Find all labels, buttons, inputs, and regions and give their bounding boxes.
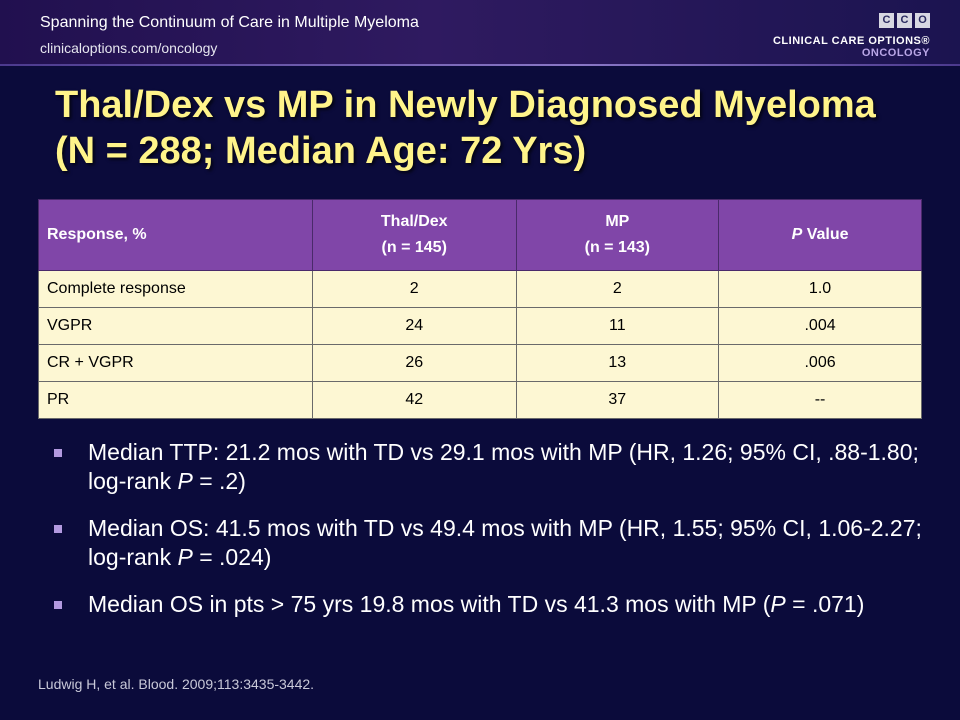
logo-name: CLINICAL CARE OPTIONS® — [772, 35, 930, 47]
bullet-item: Median OS: 41.5 mos with TD vs 49.4 mos … — [52, 514, 922, 572]
header-sublabel: (n = 143) — [584, 239, 650, 256]
header-label-italic: P — [791, 226, 803, 243]
table-cell: .006 — [718, 344, 922, 382]
bullet-text-italic: P — [770, 591, 786, 617]
bullet-text: Median OS: 41.5 mos with TD vs 49.4 mos … — [88, 515, 922, 570]
logo-letter: O — [915, 13, 930, 28]
table-cell: -- — [718, 381, 922, 419]
table-cell: 11 — [515, 307, 720, 345]
logo-mark: C C O — [879, 13, 930, 28]
bullet-text: = .024) — [192, 544, 272, 570]
square-bullet-icon — [54, 601, 62, 609]
logo-letter: C — [879, 13, 894, 28]
header-label: Response, % — [47, 226, 147, 243]
response-table: Response, % Thal/Dex (n = 145) MP (n = 143… — [38, 199, 922, 419]
header-label: MP — [605, 213, 630, 230]
table-cell: PR — [38, 381, 313, 419]
header-band — [0, 0, 960, 66]
square-bullet-icon — [54, 449, 62, 457]
bullet-list: Median TTP: 21.2 mos with TD vs 29.1 mos… — [52, 438, 922, 637]
table-row: VGPR 24 11 .004 — [38, 307, 922, 345]
bullet-text: = .071) — [785, 591, 865, 617]
table-cell: 37 — [515, 381, 720, 419]
table-cell: VGPR — [38, 307, 313, 345]
bullet-text: Median OS in pts > 75 yrs 19.8 mos with … — [88, 591, 771, 617]
square-bullet-icon — [54, 525, 62, 533]
table-header-row: Response, % Thal/Dex (n = 145) MP (n = 143… — [38, 199, 922, 271]
series-title: Spanning the Continuum of Care in Multip… — [40, 14, 419, 31]
clinical-care-options-logo: C C O CLINICAL CARE OPTIONS® ONCOLOGY — [720, 10, 930, 60]
table-cell: Complete response — [38, 270, 313, 308]
table-cell: 13 — [515, 344, 720, 382]
bullet-item: Median OS in pts > 75 yrs 19.8 mos with … — [52, 590, 922, 619]
logo-sub: ONCOLOGY — [861, 47, 930, 59]
header-response: Response, % — [38, 199, 313, 271]
table-cell: 26 — [311, 344, 517, 382]
slide-title: Thal/Dex vs MP in Newly Diagnosed Myelom… — [55, 84, 876, 172]
bullet-text-italic: P — [177, 544, 193, 570]
header-label: Value — [802, 226, 849, 243]
bullet-text-italic: P — [177, 468, 193, 494]
header-mp: MP (n = 143) — [515, 199, 720, 271]
table-cell: CR + VGPR — [38, 344, 313, 382]
table-cell: 42 — [311, 381, 517, 419]
bullet-item: Median TTP: 21.2 mos with TD vs 29.1 mos… — [52, 438, 922, 496]
table-row: PR 42 37 -- — [38, 381, 922, 419]
header-divider — [0, 64, 960, 66]
logo-letter: C — [897, 13, 912, 28]
bullet-text: Median TTP: 21.2 mos with TD vs 29.1 mos… — [88, 439, 919, 494]
header-thal-dex: Thal/Dex (n = 145) — [311, 199, 517, 271]
header-p-value: P Value — [718, 199, 922, 271]
table-cell: 1.0 — [718, 270, 922, 308]
header-label: Thal/Dex — [380, 213, 448, 230]
citation: Ludwig H, et al. Blood. 2009;113:3435-34… — [38, 676, 315, 692]
site-url: clinicaloptions.com/oncology — [40, 40, 218, 56]
table-cell: .004 — [718, 307, 922, 345]
table-row: Complete response 2 2 1.0 — [38, 270, 922, 308]
header-sublabel: (n = 145) — [381, 239, 447, 256]
table-row: CR + VGPR 26 13 .006 — [38, 344, 922, 382]
bullet-text: = .2) — [192, 468, 246, 494]
table-cell: 2 — [311, 270, 517, 308]
table-cell: 24 — [311, 307, 517, 345]
table-cell: 2 — [515, 270, 720, 308]
